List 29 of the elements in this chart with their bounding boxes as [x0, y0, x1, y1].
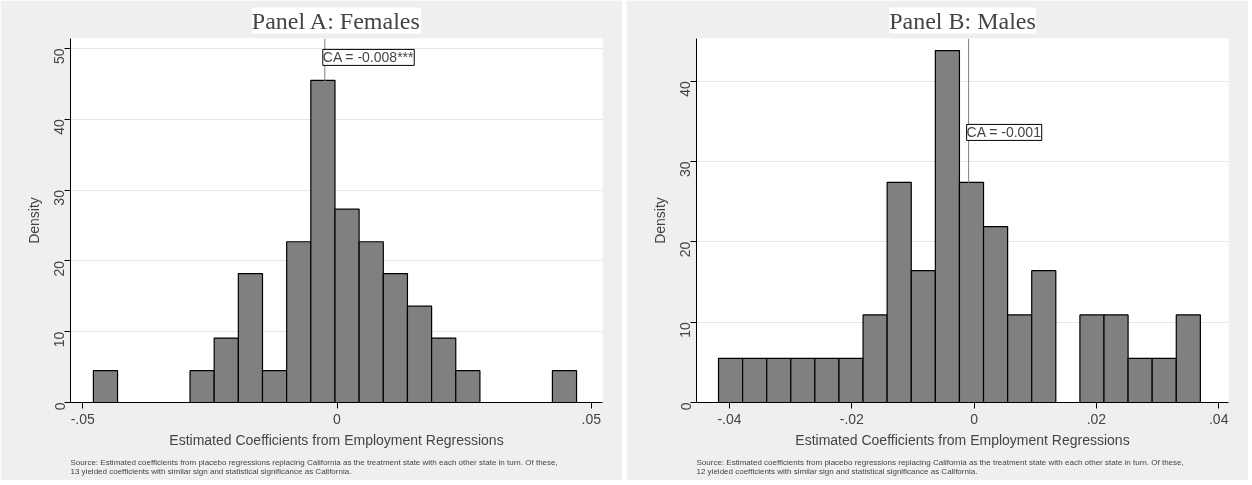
y-tick-label: 50 — [51, 48, 68, 64]
y-axis-title: Density — [25, 197, 42, 244]
y-tick-label: 30 — [51, 189, 68, 206]
y-tick-label: 40 — [677, 80, 694, 97]
x-tick-label: 0 — [970, 410, 979, 427]
x-axis-title: Estimated Coefficients from Employment Regressions — [169, 431, 504, 448]
x-tick-label: .02 — [1086, 410, 1107, 427]
source-note: Source: Estimated coefficients from placebo regressions replacing California as the treatment state with each other state in turn. Of these, 13 yielded coefficients with similar sign and statistical significance as California. — [70, 457, 558, 476]
chart-title: Panel A: Females — [251, 7, 420, 34]
x-tick-label: 0 — [333, 410, 342, 427]
y-tick-label: 20 — [677, 241, 694, 258]
ref-line-label: CA = -0.001 — [966, 124, 1042, 141]
x-axis-title: Estimated Coefficients from Employment Regressions — [795, 431, 1130, 448]
y-tick-label: 10 — [51, 331, 68, 348]
source-note: Source: Estimated coefficients from placebo regressions replacing California as the treatment state with each other state in turn. Of these, 12 yielded coefficients with similar sign and statistical significance as California. — [696, 457, 1184, 476]
x-tick-label: .05 — [581, 410, 602, 427]
x-tick-label: -.04 — [717, 410, 742, 427]
y-tick-label: 0 — [677, 402, 694, 411]
y-tick-label: 10 — [677, 321, 694, 338]
y-tick-label: 20 — [51, 260, 68, 277]
y-tick-label: 0 — [51, 402, 68, 411]
chart-title: Panel B: Males — [889, 7, 1036, 34]
x-tick-label: -.02 — [839, 410, 865, 427]
x-tick-label: -.05 — [70, 410, 95, 427]
x-tick-label: .04 — [1208, 410, 1229, 427]
y-axis-title: Density — [651, 197, 668, 244]
annotation: CA = -0.008*** — [322, 49, 415, 66]
y-tick-label: 40 — [51, 119, 68, 135]
y-tick-label: 30 — [677, 161, 694, 178]
